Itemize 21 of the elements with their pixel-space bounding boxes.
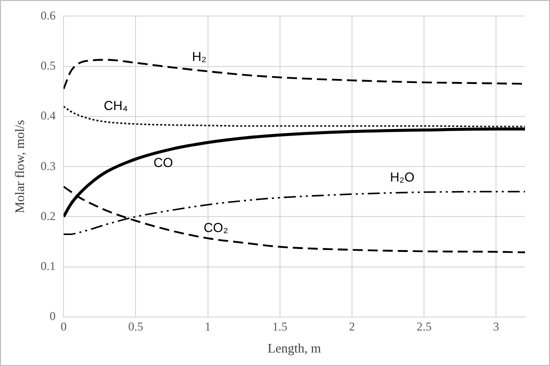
series-label: CO [154, 154, 174, 170]
series-label: H₂ [192, 48, 206, 64]
y-tick-label: 0 [50, 309, 56, 324]
series-label: CO₂ [204, 220, 228, 235]
x-tick-label: 0.5 [128, 319, 144, 334]
y-tick-label: 0.4 [40, 108, 56, 123]
y-tick-label: 0.2 [40, 208, 56, 223]
y-tick-label: 0.6 [40, 8, 56, 22]
series-label: CH₄ [104, 98, 128, 114]
y-tick-label: 0.1 [40, 259, 56, 274]
x-tick-label: 1.5 [272, 319, 288, 334]
x-tick-label: 2.5 [416, 319, 432, 334]
y-tick-label: 0.3 [40, 158, 56, 173]
y-axis-title: Molar flow, mol/s [12, 120, 28, 214]
y-tick-label: 0.5 [40, 58, 56, 72]
x-tick-label: 1 [204, 319, 211, 334]
x-tick-label: 3 [493, 319, 500, 334]
x-axis-title: Length, m [268, 340, 322, 356]
x-tick-label: 2 [348, 319, 355, 334]
x-tick-label: 0 [60, 319, 67, 334]
series-label: H₂O [390, 169, 415, 184]
